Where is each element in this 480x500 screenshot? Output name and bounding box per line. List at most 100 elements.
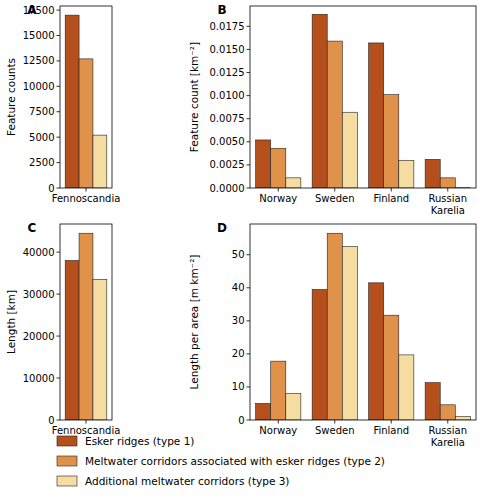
bar [455, 417, 470, 420]
y-tick-label: 50 [232, 249, 245, 260]
bar [286, 178, 301, 188]
panel-3: 01020304050NorwaySwedenFinlandRussianKar… [188, 221, 476, 448]
y-tick [247, 420, 251, 421]
figure: 025005000750010000125001500017500Fennosc… [0, 0, 480, 500]
y-tick-label: 20 [232, 348, 245, 359]
y-tick-label: 0 [238, 415, 244, 426]
x-tick-label-line: Norway [259, 425, 297, 436]
legend-swatch [57, 476, 77, 486]
y-tick [57, 10, 61, 11]
bars [256, 14, 471, 188]
x-tick-label-line: Russian [428, 193, 467, 204]
bar [399, 355, 414, 420]
bar [327, 233, 342, 420]
x-tick-label-line: Sweden [315, 193, 355, 204]
bar [327, 41, 342, 188]
x-tick-label: Finland [373, 193, 409, 204]
bar [425, 383, 440, 420]
y-tick [247, 95, 251, 96]
bar [384, 95, 399, 188]
x-tick [391, 420, 392, 424]
y-tick [57, 336, 61, 337]
y-tick [57, 111, 61, 112]
y-tick [247, 320, 251, 321]
y-tick-label: 0.0125 [210, 67, 245, 78]
y-tick [57, 252, 61, 253]
legend-label: Meltwater corridors associated with eske… [85, 455, 385, 467]
x-tick [278, 188, 279, 192]
panel-2: 010000200003000040000FennoscandiaLength … [5, 221, 120, 436]
axes-frame [250, 6, 476, 188]
bars [65, 233, 107, 420]
axes-frame [60, 6, 112, 188]
x-tick-label-line: Finland [373, 425, 409, 436]
y-tick [247, 72, 251, 73]
y-tick [247, 49, 251, 50]
x-tick [278, 420, 279, 424]
y-axis-label: Length per area [m km⁻²] [188, 255, 200, 390]
y-tick [57, 137, 61, 138]
bar [256, 140, 271, 188]
y-tick [247, 386, 251, 387]
y-tick-label: 12500 [23, 55, 55, 66]
x-tick-label-line: Karelia [431, 205, 465, 216]
y-tick [57, 294, 61, 295]
y-tick-label: 2500 [29, 157, 54, 168]
y-axis-label: Length [km] [5, 290, 17, 354]
x-tick [86, 188, 87, 192]
axes-frame [250, 224, 476, 420]
y-tick [247, 254, 251, 255]
y-tick-label: 40000 [23, 247, 55, 258]
y-tick-label: 0.0075 [210, 113, 245, 124]
x-tick-label: Fennoscandia [52, 425, 121, 436]
y-tick-label: 0.0000 [210, 183, 245, 194]
y-tick-label: 20000 [23, 331, 55, 342]
panel-letter: D [217, 221, 227, 235]
bar [342, 246, 357, 420]
y-tick-label: 10000 [23, 373, 55, 384]
bar [399, 160, 414, 188]
bar [256, 403, 271, 420]
panel-1: 0.00000.00250.00500.00750.01000.01250.01… [188, 3, 476, 216]
x-tick-label: RussianKarelia [428, 193, 467, 216]
y-tick [57, 35, 61, 36]
x-tick [447, 420, 448, 424]
bar [93, 279, 107, 420]
panel-0: 025005000750010000125001500017500Fennosc… [5, 3, 120, 204]
y-tick [247, 164, 251, 165]
x-tick [334, 420, 335, 424]
x-tick-label-line: Fennoscandia [52, 425, 121, 436]
y-tick-label: 0.0050 [210, 136, 245, 147]
y-tick [247, 26, 251, 27]
bar [286, 394, 301, 420]
y-tick-label: 30 [232, 315, 245, 326]
x-tick-label-line: Sweden [315, 425, 355, 436]
y-tick [247, 188, 251, 189]
y-tick [57, 420, 61, 421]
y-tick-label: 0.0100 [210, 90, 245, 101]
y-tick-label: 10000 [23, 81, 55, 92]
y-tick-label: 0 [48, 415, 54, 426]
x-tick [391, 188, 392, 192]
bar [79, 59, 93, 188]
y-tick-label: 0.0175 [210, 21, 245, 32]
x-tick [447, 188, 448, 192]
legend: Esker ridges (type 1)Meltwater corridors… [57, 435, 385, 487]
y-tick-label: 40 [232, 282, 245, 293]
y-tick [57, 162, 61, 163]
bar [271, 148, 286, 188]
axes-frame [60, 224, 112, 420]
x-tick-label-line: Karelia [431, 437, 465, 448]
background [0, 0, 480, 500]
y-tick-label: 7500 [29, 106, 54, 117]
bar [312, 14, 327, 188]
x-tick [86, 420, 87, 424]
bar [65, 15, 79, 188]
y-tick-label: 0.0150 [210, 44, 245, 55]
panel-letter: C [28, 221, 37, 235]
bar [384, 315, 399, 420]
legend-swatch [57, 456, 77, 466]
bars [256, 233, 471, 420]
bar [369, 43, 384, 188]
y-tick [57, 188, 61, 189]
